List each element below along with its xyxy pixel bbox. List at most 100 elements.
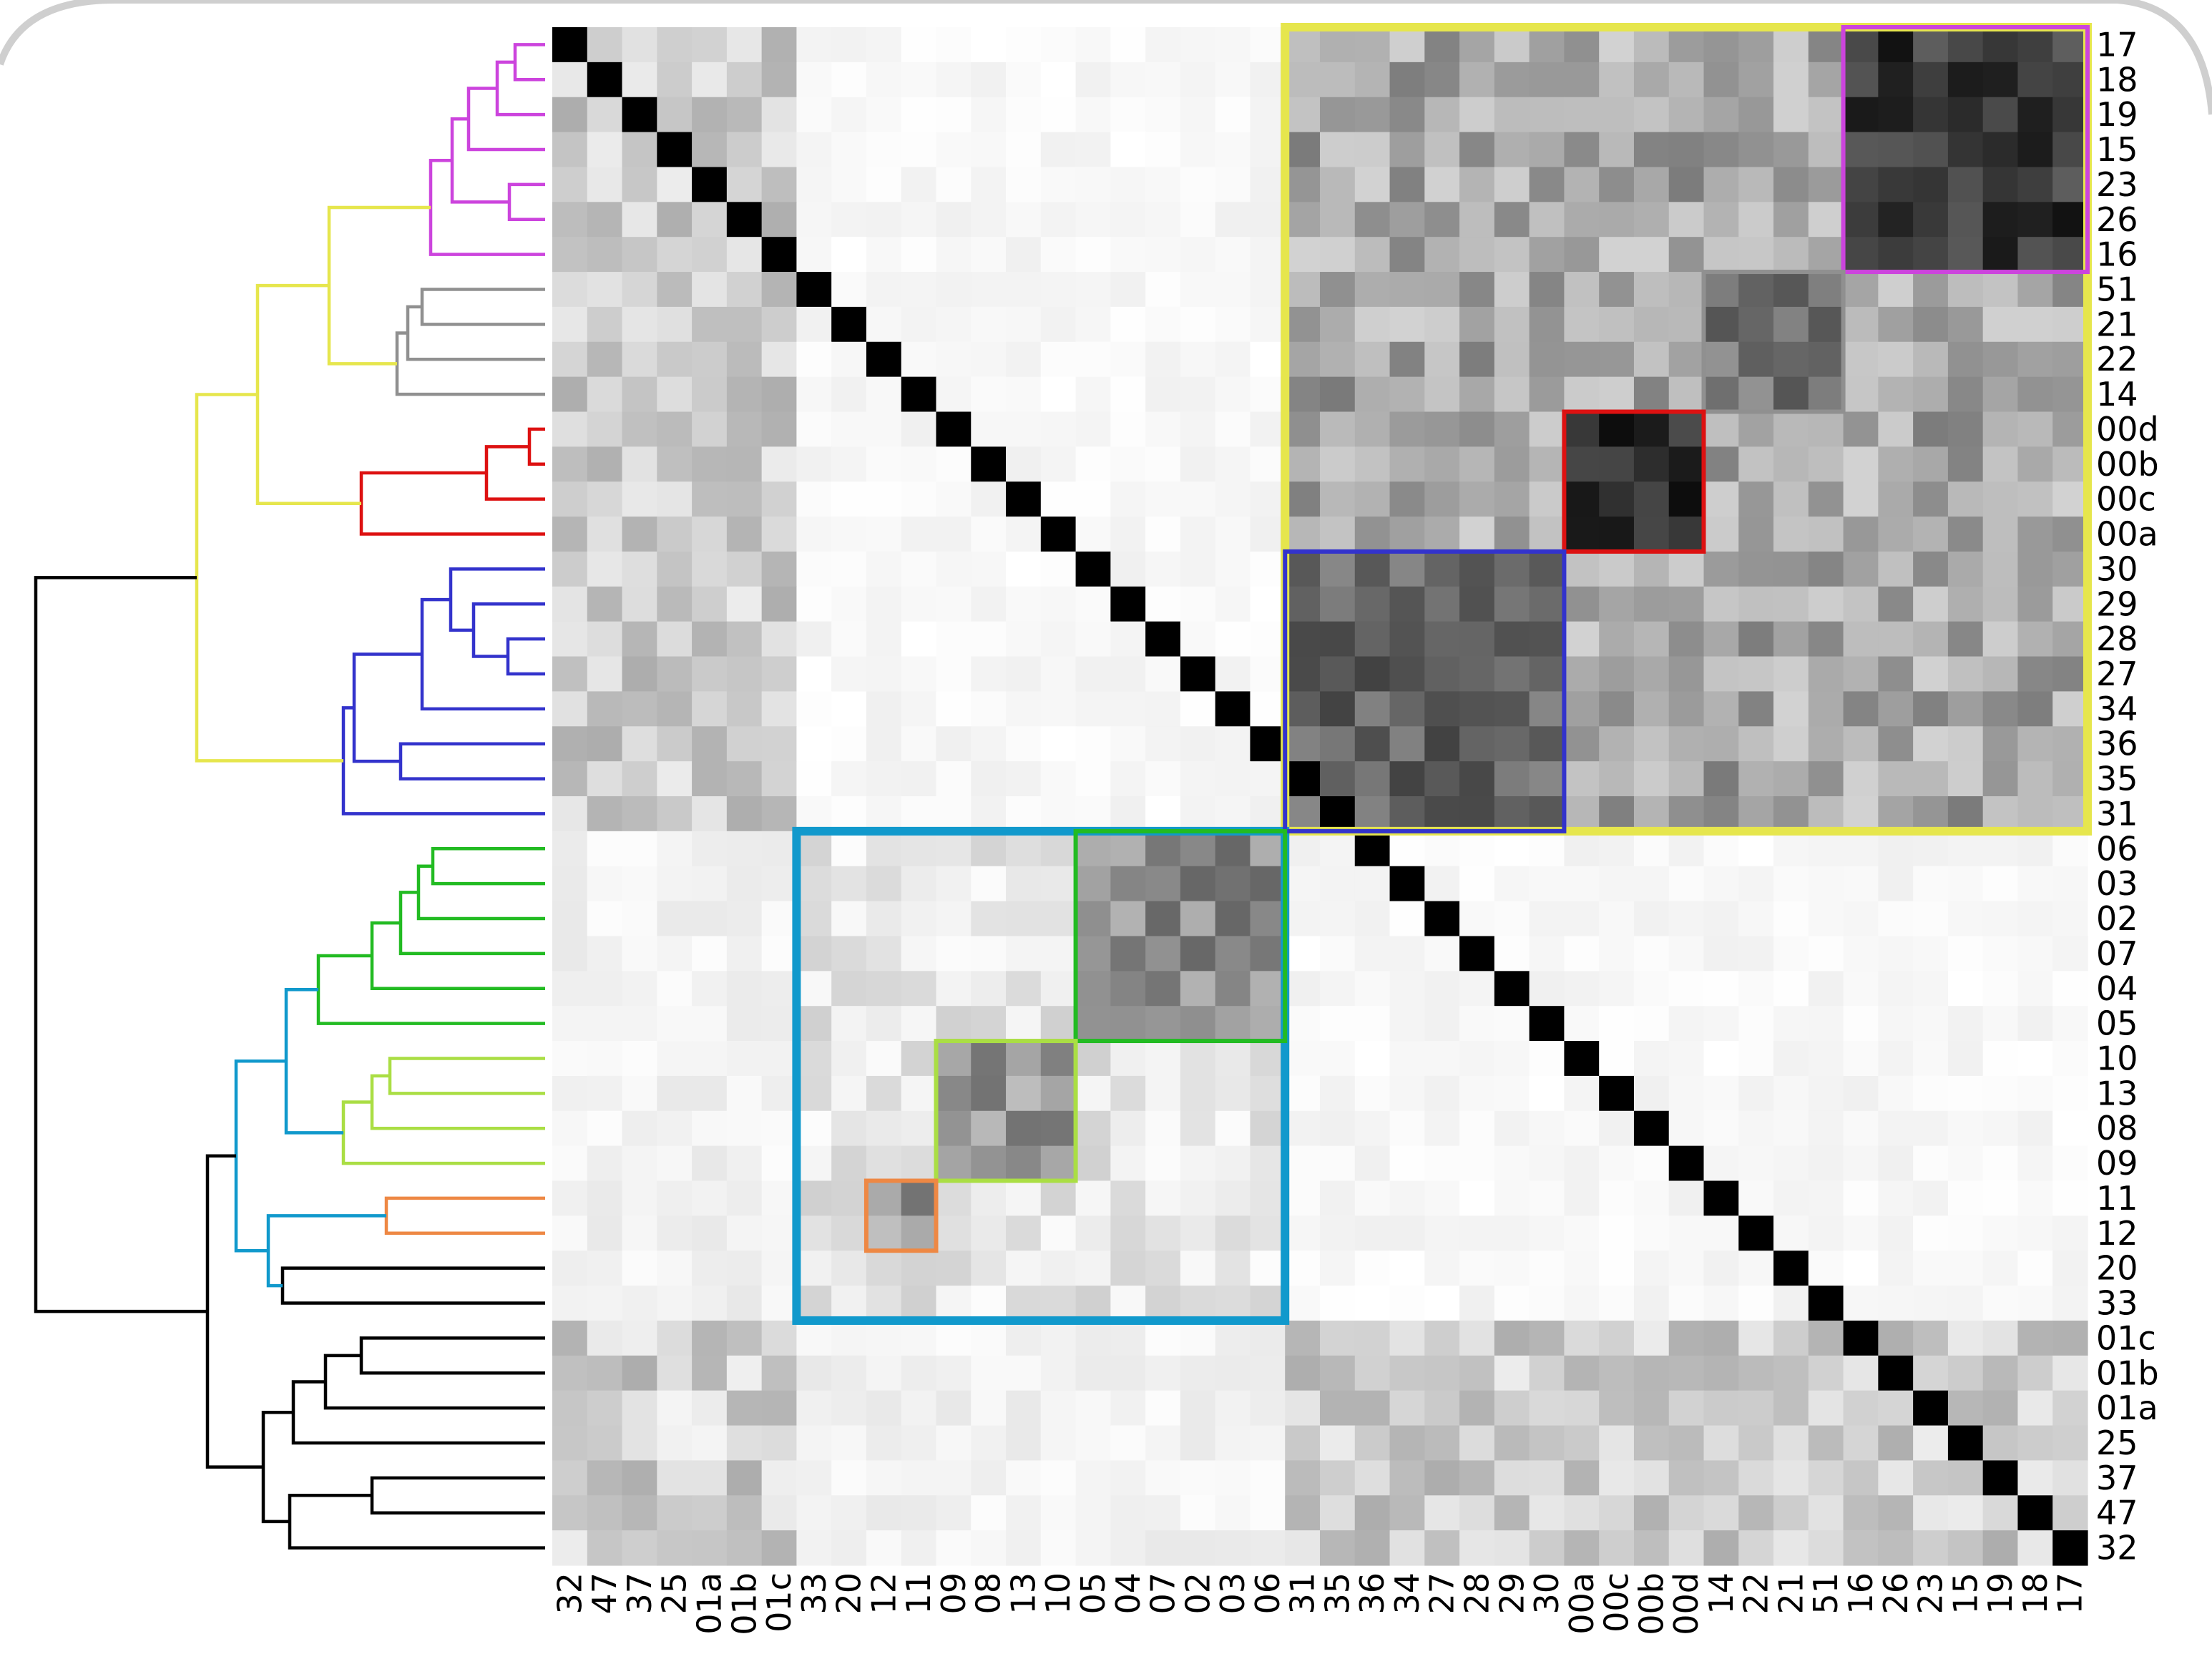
heatmap-cell <box>1633 1320 1670 1356</box>
heatmap-cell <box>1843 1180 1879 1216</box>
dendrogram-branch <box>395 331 545 396</box>
heatmap-cell <box>1459 866 1495 902</box>
heatmap-cell <box>796 62 832 98</box>
heatmap-cell <box>901 341 937 378</box>
heatmap-cell <box>1633 202 1670 238</box>
heatmap-cell <box>761 237 798 273</box>
heatmap-cell <box>657 936 693 972</box>
heatmap-cell <box>761 167 798 202</box>
heatmap-cell <box>971 1425 1007 1462</box>
heatmap-cell <box>587 1425 623 1462</box>
heatmap-cell <box>1982 1495 2019 1531</box>
heatmap-cell <box>2052 1110 2088 1147</box>
heatmap-cell <box>1878 1041 1914 1077</box>
row-tick-label: 25 <box>2096 1424 2138 1462</box>
heatmap-cell <box>552 341 588 378</box>
heatmap-cell <box>587 691 623 727</box>
heatmap-cell <box>1006 306 1042 343</box>
dendrogram-branch <box>323 1354 545 1410</box>
heatmap-cell <box>936 691 972 727</box>
heatmap-cell <box>1285 971 1321 1007</box>
heatmap-cell <box>1878 1320 1914 1356</box>
heatmap-cell <box>657 971 693 1007</box>
heatmap-cell <box>1703 1425 1739 1462</box>
heatmap-cell <box>761 1075 798 1112</box>
heatmap-cell <box>2017 1425 2053 1462</box>
heatmap-cell <box>1320 1215 1356 1251</box>
heatmap-cell <box>1145 1251 1181 1286</box>
heatmap-cell <box>1564 97 1600 133</box>
cluster-box <box>792 826 1290 1325</box>
heatmap-cell <box>1040 761 1077 797</box>
heatmap-cell <box>1006 1495 1042 1531</box>
heatmap-cell <box>1180 306 1216 343</box>
heatmap-cell <box>761 1495 798 1531</box>
heatmap-cell <box>1459 1286 1495 1321</box>
heatmap-cell <box>1703 1495 1739 1531</box>
heatmap-cell <box>1110 1390 1146 1427</box>
heatmap-cell <box>2017 517 2053 552</box>
heatmap-cell <box>726 27 763 63</box>
heatmap-cell <box>2017 27 2053 63</box>
heatmap-cell <box>1459 1495 1495 1531</box>
heatmap-cell <box>726 517 763 552</box>
heatmap-cell <box>1494 411 1530 447</box>
heatmap-cell <box>1320 1041 1356 1077</box>
heatmap-cell <box>1808 761 1844 797</box>
heatmap-cell <box>1075 446 1111 482</box>
heatmap-cell <box>726 376 763 413</box>
heatmap-cell <box>1250 726 1286 762</box>
heatmap-cell <box>1424 1110 1460 1147</box>
heatmap-cell <box>1529 1215 1565 1251</box>
heatmap-cell <box>2017 551 2053 587</box>
heatmap-cell <box>552 1320 588 1356</box>
heatmap-cell <box>1947 517 1984 552</box>
heatmap-cell <box>1773 971 1809 1007</box>
heatmap-cell <box>936 237 972 273</box>
heatmap-cell <box>1982 656 2019 693</box>
heatmap-cell <box>2052 376 2088 413</box>
heatmap-cell <box>1564 621 1600 657</box>
heatmap-cell <box>1145 341 1181 378</box>
heatmap-cell <box>692 167 728 202</box>
heatmap-cell <box>1529 1355 1565 1391</box>
heatmap-cell <box>866 27 902 63</box>
heatmap-cell <box>1075 1425 1111 1462</box>
heatmap-cell <box>796 1460 832 1496</box>
heatmap-cell <box>1389 1041 1425 1077</box>
heatmap-cell <box>692 761 728 797</box>
heatmap-cell <box>831 831 867 867</box>
heatmap-cell <box>1145 866 1181 902</box>
heatmap-cell <box>622 1110 657 1147</box>
heatmap-cell <box>1354 1180 1391 1216</box>
heatmap-cell <box>1180 901 1216 937</box>
row-tick-label: 16 <box>2096 235 2138 274</box>
cluster-box <box>934 1039 1078 1183</box>
heatmap-cell <box>901 866 937 902</box>
heatmap-cell <box>2052 341 2088 378</box>
heatmap-cell <box>1110 272 1146 308</box>
heatmap-cell <box>761 1390 798 1427</box>
heatmap-cell <box>936 831 972 867</box>
heatmap-cell <box>1808 1425 1844 1462</box>
heatmap-cell <box>552 27 588 63</box>
heatmap-cell <box>1564 1041 1600 1077</box>
heatmap-cell <box>1738 586 1774 622</box>
heatmap-cell <box>761 341 798 378</box>
heatmap-cell <box>1564 656 1600 693</box>
heatmap-cell <box>1285 901 1321 937</box>
heatmap-cell <box>1878 586 1914 622</box>
heatmap-cell <box>1913 62 1949 98</box>
heatmap-cell <box>1145 936 1181 972</box>
heatmap-cell <box>971 831 1007 867</box>
heatmap-cell <box>657 1180 693 1216</box>
heatmap-cell <box>1738 446 1774 482</box>
heatmap-cell <box>1878 1425 1914 1462</box>
heatmap-cell <box>1215 831 1251 867</box>
heatmap-cell <box>1982 272 2019 308</box>
heatmap-cell <box>1599 1251 1635 1286</box>
heatmap-cell <box>1947 1180 1984 1216</box>
heatmap-cell <box>1320 901 1356 937</box>
heatmap-cell <box>1599 901 1635 937</box>
row-tick-label: 23 <box>2096 165 2138 204</box>
